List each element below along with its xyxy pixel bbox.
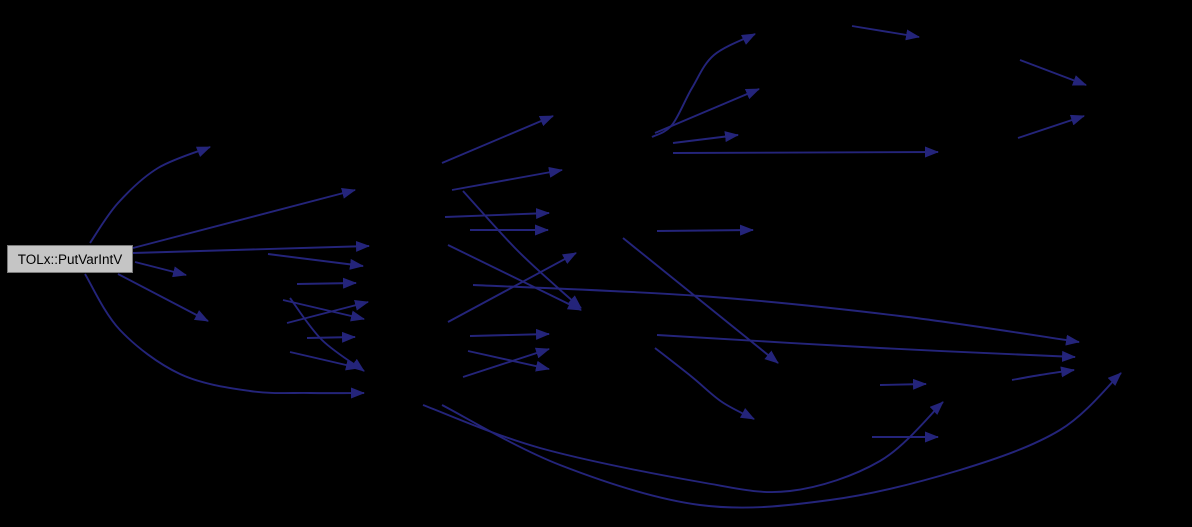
call-edge-27 [654, 88, 760, 134]
call-edge-12 [289, 351, 360, 371]
call-edge-28 [672, 131, 739, 144]
call-edge-29 [672, 146, 939, 158]
call-edge-21 [447, 244, 582, 311]
call-edge-15 [444, 208, 550, 219]
call-edge-18 [469, 328, 550, 340]
node-tolx-putvarintv[interactable]: TOLx::PutVarIntV [7, 245, 133, 273]
call-edge-23 [472, 284, 1080, 346]
call-edge-8 [282, 299, 365, 322]
call-edge-9 [286, 299, 369, 324]
call-edge-26 [651, 33, 756, 138]
call-edge-4 [117, 273, 209, 322]
call-edge-22 [462, 190, 582, 309]
call-edge-2 [132, 240, 370, 254]
call-edge-0 [89, 146, 211, 244]
call-edge-32 [656, 334, 1076, 362]
call-edge-24 [422, 401, 944, 494]
call-edge-36 [1017, 114, 1085, 139]
call-edge-11 [306, 331, 356, 343]
call-edge-6 [267, 253, 364, 270]
call-edge-25 [441, 372, 1122, 509]
call-edge-1 [132, 187, 356, 249]
call-edge-31 [622, 237, 779, 364]
call-edge-19 [467, 350, 550, 372]
call-edge-37 [879, 378, 927, 390]
call-edge-14 [451, 166, 563, 191]
call-edge-39 [1011, 366, 1075, 381]
call-edge-13 [441, 115, 554, 164]
node-label: TOLx::PutVarIntV [17, 251, 123, 267]
call-edge-20 [462, 347, 550, 378]
call-edge-35 [1019, 59, 1087, 86]
call-edge-33 [654, 347, 755, 420]
call-edge-34 [851, 25, 920, 41]
call-edge-5 [84, 273, 365, 399]
call-edge-7 [296, 277, 357, 289]
call-edge-3 [134, 261, 187, 278]
call-edge-30 [656, 224, 754, 236]
